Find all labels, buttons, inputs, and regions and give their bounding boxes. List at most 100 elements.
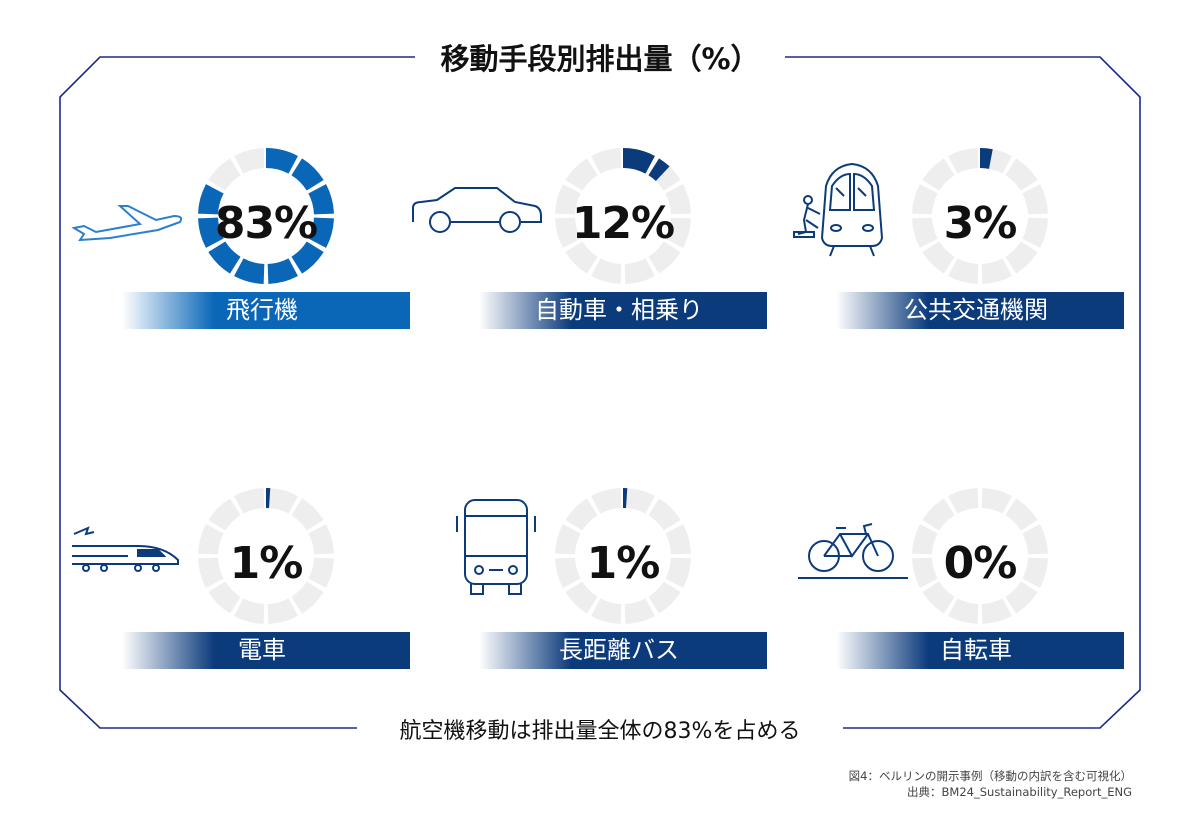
donut-track-segment xyxy=(948,148,979,174)
bus-icon xyxy=(451,494,541,608)
donut-track-segment xyxy=(1022,184,1048,215)
donut-track-segment xyxy=(208,158,241,191)
donut-track-segment xyxy=(565,581,598,614)
donut-value-segment xyxy=(308,184,334,215)
bicycle-icon xyxy=(796,516,916,590)
category-label-bar: 飛行機 xyxy=(122,292,410,329)
percent-label: 12% xyxy=(571,198,675,249)
donut-track-segment xyxy=(624,258,655,284)
chart-card-5: 1% 長距離バス xyxy=(456,488,837,690)
figure-caption: 図4：ベルリンの開示事例（移動の内訳を含む可視化） 出典：BM24_Sustai… xyxy=(849,768,1132,800)
donut-track-segment xyxy=(981,258,1012,284)
donut-track-segment xyxy=(624,598,655,624)
donut-track-segment xyxy=(665,524,691,555)
donut-track-segment xyxy=(1022,557,1048,588)
caption-line-2: 出典：BM24_Sustainability_Report_ENG xyxy=(907,785,1132,799)
donut-value-segment xyxy=(198,184,224,215)
donut-chart xyxy=(912,148,1048,284)
tram-icon xyxy=(792,158,902,272)
car-icon xyxy=(407,180,547,244)
donut-track-segment xyxy=(308,557,334,588)
donut-chart xyxy=(555,488,691,624)
caption-line-1: 図4：ベルリンの開示事例（移動の内訳を含む可視化） xyxy=(848,769,1132,783)
donut-track-segment xyxy=(267,488,298,514)
percent-label: 83% xyxy=(214,198,318,249)
chart-card-1: 83% 飛行機 xyxy=(71,148,480,350)
donut-track-segment xyxy=(198,524,224,555)
chart-title: 移動手段別排出量（%） xyxy=(0,36,1200,78)
donut-track-segment xyxy=(555,217,581,248)
donut-track-segment xyxy=(1005,158,1038,191)
donut-track-segment xyxy=(948,258,979,284)
percent-label: 0% xyxy=(943,538,1018,589)
category-label-bar: 公共交通機関 xyxy=(836,292,1124,329)
donut-value-segment xyxy=(623,148,655,174)
donut-track-segment xyxy=(981,598,1012,624)
category-label: 長距離バス xyxy=(559,636,679,664)
donut-track-segment xyxy=(565,241,598,274)
category-label: 公共交通機関 xyxy=(904,296,1048,324)
donut-track-segment xyxy=(555,184,581,215)
donut-track-segment xyxy=(648,241,681,274)
donut-chart xyxy=(198,488,334,624)
donut-track-segment xyxy=(948,488,979,514)
category-label-bar: 自転車 xyxy=(836,632,1124,669)
donut-track-segment xyxy=(912,217,938,248)
bullet-train-icon xyxy=(68,520,188,584)
donut-track-segment xyxy=(591,148,622,174)
donut-track-segment xyxy=(555,524,581,555)
donut-track-segment xyxy=(234,598,265,624)
donut-track-segment xyxy=(1005,241,1038,274)
donut-value-segment xyxy=(266,148,298,174)
donut-value-segment xyxy=(308,217,334,248)
donut-track-segment xyxy=(981,488,1012,514)
donut-track-segment xyxy=(665,184,691,215)
chart-card-2: 12% 自動車・相乗り xyxy=(412,148,837,350)
donut-track-segment xyxy=(565,498,598,531)
donut-track-segment xyxy=(922,158,955,191)
donut-chart xyxy=(912,488,1048,624)
donut-value-segment xyxy=(234,258,265,284)
donut-track-segment xyxy=(665,557,691,588)
donut-value-segment xyxy=(623,488,628,509)
donut-value-segment xyxy=(267,258,298,284)
category-label: 自動車・相乗り xyxy=(535,296,703,324)
percent-label: 1% xyxy=(586,538,661,589)
donut-value-segment xyxy=(291,241,324,274)
donut-value-segment xyxy=(648,158,670,182)
category-label-bar: 長距離バス xyxy=(479,632,767,669)
donut-track-segment xyxy=(291,581,324,614)
donut-track-segment xyxy=(1005,581,1038,614)
donut-track-segment xyxy=(234,148,265,174)
donut-track-segment xyxy=(1022,217,1048,248)
donut-track-segment xyxy=(912,524,938,555)
donut-track-segment xyxy=(555,557,581,588)
donut-track-segment xyxy=(912,557,938,588)
donut-value-segment xyxy=(291,158,324,191)
donut-track-segment xyxy=(208,581,241,614)
chart-card-6: 0% 自転車 xyxy=(798,488,1194,690)
donut-track-segment xyxy=(1022,524,1048,555)
donut-track-segment xyxy=(565,158,598,191)
donut-track-segment xyxy=(291,498,324,531)
donut-track-segment xyxy=(922,241,955,274)
donut-track-segment xyxy=(624,488,655,514)
donut-chart xyxy=(198,148,334,284)
donut-track-segment xyxy=(198,557,224,588)
donut-chart xyxy=(555,148,691,284)
donut-track-segment xyxy=(308,524,334,555)
chart-card-3: 3% 公共交通機関 xyxy=(793,148,1194,350)
donut-track-segment xyxy=(234,488,265,514)
donut-value-segment xyxy=(980,148,993,169)
donut-track-segment xyxy=(948,598,979,624)
donut-value-segment xyxy=(198,217,224,248)
donut-track-segment xyxy=(1005,498,1038,531)
donut-track-segment xyxy=(208,498,241,531)
category-label-bar: 電車 xyxy=(122,632,410,669)
category-label: 自転車 xyxy=(940,636,1012,664)
category-label: 飛行機 xyxy=(226,296,298,324)
summary-text: 航空機移動は排出量全体の83%を占める xyxy=(0,713,1200,745)
donut-track-segment xyxy=(922,581,955,614)
airplane-icon xyxy=(70,198,190,262)
